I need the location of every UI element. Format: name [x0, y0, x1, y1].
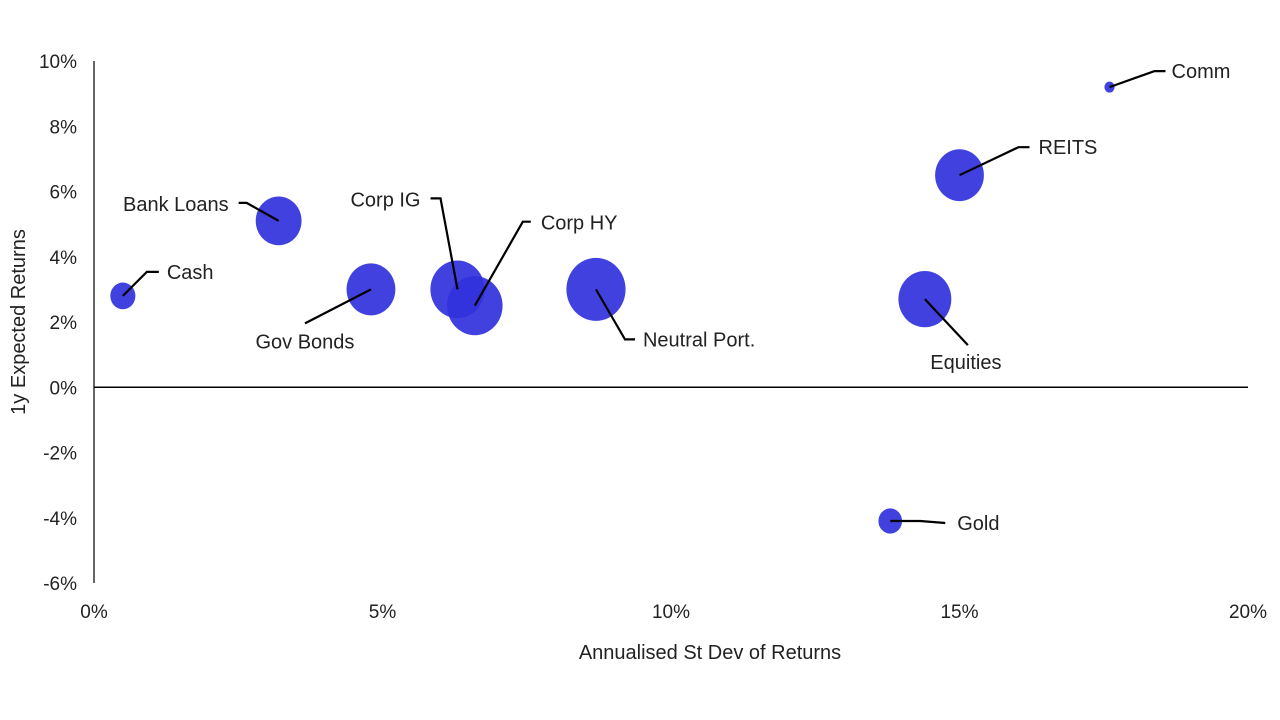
- leader-line-equities: [924, 298, 969, 346]
- bubble-label-cash: Cash: [167, 262, 214, 284]
- bubble-label-corp-ig: Corp IG: [350, 189, 420, 211]
- bubble-label-neutral-port: Neutral Port.: [643, 329, 755, 351]
- y-tick-label: 4%: [50, 248, 78, 269]
- bubble-label-equities: Equities: [930, 352, 1001, 374]
- bubble-labels: Cash Bank Loans Gov Bonds Corp IG Corp HY Neu…: [122, 61, 1231, 535]
- bubble-label-comm: Comm: [1172, 61, 1231, 83]
- y-tick-label: 2%: [50, 313, 78, 334]
- leader-line-neutral-port: [595, 288, 635, 341]
- y-tick-label: 6%: [50, 183, 78, 204]
- leader-line-reits: [959, 146, 1030, 177]
- bubble-label-bank-loans: Bank Loans: [123, 194, 229, 216]
- y-axis-title: 1y Expected Returns: [8, 229, 30, 415]
- y-tick-label: -4%: [43, 509, 77, 530]
- leader-line-corp-ig: [430, 197, 459, 290]
- y-tick-label: 8%: [50, 117, 78, 138]
- bubble-label-corp-hy: Corp HY: [541, 213, 618, 235]
- x-tick-label: 0%: [80, 602, 108, 623]
- x-tick-label: 10%: [652, 602, 690, 623]
- y-tick-label: 10%: [39, 52, 77, 73]
- bubble-label-reits: REITS: [1039, 137, 1098, 159]
- leader-line-gold: [890, 519, 946, 525]
- leader-line-cash: [122, 270, 159, 297]
- y-tick-label: -2%: [43, 444, 77, 465]
- bubble-label-gov-bonds: Gov Bonds: [255, 331, 354, 353]
- x-tick-label: 5%: [369, 602, 397, 623]
- leader-line-bank-loans: [238, 201, 280, 222]
- leader-line-corp-hy: [473, 220, 531, 307]
- bubble-comm: [1104, 81, 1115, 93]
- axes: 10%8%6%4%2%0%-2%-4%-6%0% 5% 10% 15% 20%: [39, 52, 1267, 623]
- leader-line-gov-bonds: [304, 288, 372, 325]
- x-axis-title: Annualised St Dev of Returns: [579, 642, 841, 664]
- x-tick-label: 15%: [940, 602, 978, 623]
- y-tick-label: 0%: [50, 378, 78, 399]
- y-tick-label: -6%: [43, 574, 77, 595]
- leader-line-comm: [1109, 69, 1166, 89]
- bubbles: [110, 81, 1115, 534]
- x-tick-label: 20%: [1229, 602, 1267, 623]
- bubble-label-gold: Gold: [957, 513, 999, 535]
